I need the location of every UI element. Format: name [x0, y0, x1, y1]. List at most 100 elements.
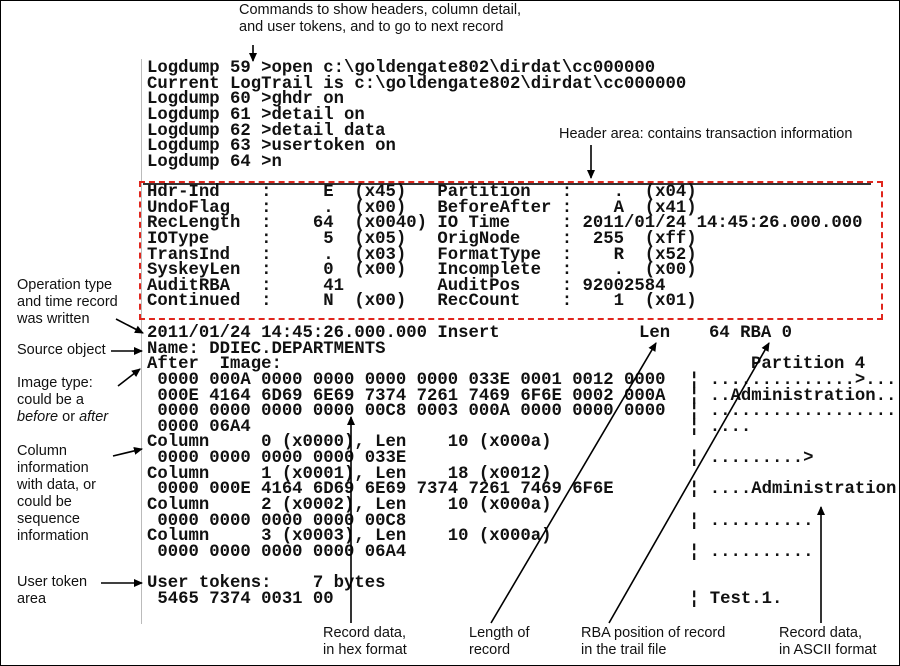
record-lines-9-ascii: ¦ ..........: [689, 511, 814, 531]
header-row: UndoFlag:. (x00) BeforeAfter: A (x41): [147, 198, 883, 218]
annotations-image_type-3: or: [62, 409, 76, 425]
header-7-l2: RecCount: [437, 292, 521, 312]
partition-label: Partition 4: [751, 355, 866, 375]
header-3-l2: OrigNode: [437, 229, 521, 249]
header-2-l2: IO Time: [437, 214, 510, 234]
record-timestamp-line: 2011/01/24 14:45:26.000.000 Insert Len 64 …: [147, 324, 887, 343]
header-0-l1: Hdr-Ind: [147, 183, 220, 202]
header-3-v2: 255: [592, 229, 624, 249]
column-info-annotation: Column information with data, or could be se…: [17, 443, 96, 545]
record-lines-6-hex: Column 1 (x0001), Len 18 (x0012): [147, 464, 552, 484]
annotations-image_type-4: after: [79, 409, 109, 425]
header-row: TransInd:. (x03) FormatType: R (x52): [147, 245, 883, 265]
record-lines-8-hex: Column 2 (x0002), Len 10 (x000a): [147, 496, 552, 516]
colon-separator: :: [561, 276, 573, 296]
annotations-user_token-1: area: [17, 591, 47, 607]
record-lines-0-ascii: ¦ ..............>....: [689, 370, 900, 390]
header-4-h1: (x03): [354, 245, 407, 265]
data-line: 0000 000E 4164 6D69 6E69 7374 7261 7469 …: [147, 480, 896, 500]
len-rba-value: 64 RBA 0: [709, 324, 792, 343]
header-7-v1: N: [323, 292, 334, 312]
record-lines-5-hex: 0000 0000 0000 0000 033E: [147, 449, 407, 469]
header-6-l1: AuditRBA: [147, 276, 230, 296]
colon-separator: :: [261, 229, 272, 249]
header-1-l1: UndoFlag: [147, 198, 230, 218]
annotations-image_type-0: Image type:: [17, 375, 93, 391]
header-2-v2: 2011/01/24 14:45:26.000.000: [582, 214, 863, 234]
header-3-v1: 5: [323, 229, 334, 249]
header-0-h1: (x45): [354, 183, 407, 202]
header-7-h2: (x01): [644, 292, 697, 312]
command-log: Logdump 59 >open c:\goldengate802\dirdat…: [147, 60, 686, 172]
annotations-hex_data-1: in hex format: [323, 642, 407, 658]
annotations-column_info-5: information: [17, 528, 89, 544]
rba-annotation: RBA position of record in the trail file: [581, 625, 725, 659]
column-line: Column 2 (x0002), Len 10 (x000a): [147, 496, 887, 516]
annotations-operation-0: Operation type: [17, 277, 113, 293]
annotations-column_info-0: Column: [17, 443, 67, 459]
header-2-v1: 64: [312, 214, 334, 234]
colon-separator: :: [261, 183, 272, 202]
command-line: Logdump 60 >ghdr on: [147, 90, 345, 110]
command-line: Logdump 62 >detail data: [147, 121, 386, 141]
colon-separator: :: [261, 261, 272, 281]
length-annotation: Length of record: [469, 625, 529, 659]
record-lines-1-hex: 000E 4164 6D69 6E69 7374 7261 7469 6F6E …: [147, 386, 666, 406]
annotation-line: and user tokens, and to go to next recor…: [239, 19, 504, 35]
header-4-v1: .: [323, 245, 334, 265]
colon-separator: :: [261, 276, 272, 296]
annotations-hex_data-0: Record data,: [323, 625, 407, 641]
header-0-h2: (x04): [644, 183, 697, 202]
operation-annotation: Operation type and time record was written: [17, 277, 118, 328]
header-5-v2: .: [613, 261, 624, 281]
data-line: 0000 0000 0000 0000 06A4 ¦ ..........: [147, 542, 887, 562]
terminal-left-edge: [141, 59, 142, 624]
colon-separator: :: [561, 183, 573, 202]
record-lines-5-ascii: ¦ .........>: [689, 449, 814, 469]
annotations-column_info-1: information: [17, 460, 89, 476]
annotations-operation-1: and time record: [17, 294, 118, 310]
hex-data-annotation: Record data, in hex format: [323, 625, 407, 659]
commands-annotation: Commands to show headers, column detail,…: [239, 2, 521, 36]
header-1-v2: A: [613, 198, 624, 218]
data-line: 0000 0000 0000 0000 00C8 0003 000A 0000 …: [147, 402, 900, 422]
header-separator: [143, 183, 871, 185]
record-lines-14-hex: 5465 7374 0031 00: [147, 589, 334, 609]
annotations-rba-1: in the trail file: [581, 642, 667, 658]
header-7-v2: 1: [613, 292, 624, 312]
source-object-annotation: Source object: [17, 342, 106, 358]
len-label: Len: [639, 324, 671, 343]
data-line: 0000 0000 0000 0000 00C8 ¦ ..........: [147, 511, 887, 531]
data-line: 5465 7374 0031 00 ¦ Test.1.: [147, 589, 887, 609]
column-line: Column 0 (x0000), Len 10 (x000a): [147, 434, 887, 451]
image-type-arrow: [117, 368, 141, 387]
record-lines-10-hex: Column 3 (x0003), Len 10 (x000a): [147, 527, 552, 547]
annotations-image_type-1: could be a: [17, 392, 84, 408]
rba-arrow: [608, 342, 770, 624]
ascii-data-annotation: Record data, in ASCII format: [779, 625, 877, 659]
record-lines-2-hex: 0000 0000 0000 0000 00C8 0003 000A 0000 …: [147, 402, 666, 422]
record-lines-7-hex: 0000 000E 4164 6D69 6E69 7374 7261 7469 …: [147, 480, 614, 500]
timestamp-operation: 2011/01/24 14:45:26.000.000 Insert: [147, 324, 500, 343]
header-5-h1: (x00): [354, 261, 407, 281]
colon-separator: :: [561, 214, 573, 234]
header-2-h1: (x0040): [354, 214, 427, 234]
header-3-h1: (x05): [354, 229, 407, 249]
record-lines-2-ascii: ¦ ....................: [689, 402, 900, 422]
header-row: Continued: N (x00) RecCount: 1 (x01): [147, 292, 883, 312]
length-arrow: [490, 342, 657, 624]
header-4-v2: R: [613, 245, 624, 265]
header-row: IOType:5 (x05) OrigNode:255 (xff): [147, 229, 883, 249]
image-type: After Image:: [147, 355, 282, 375]
colon-separator: :: [261, 245, 272, 265]
record-lines-11-hex: 0000 0000 0000 0000 06A4: [147, 542, 407, 562]
annotations-column_info-2: with data, or: [17, 477, 96, 493]
header-6-v1: 41: [323, 276, 344, 296]
command-line: Logdump 63 >usertoken on: [147, 137, 396, 157]
colon-separator: :: [561, 198, 573, 218]
header-area-box: [139, 181, 883, 320]
command-line: Logdump 64 >n: [147, 152, 282, 172]
header-4-h2: (x52): [644, 245, 697, 265]
column-info-arrow: [112, 446, 143, 457]
